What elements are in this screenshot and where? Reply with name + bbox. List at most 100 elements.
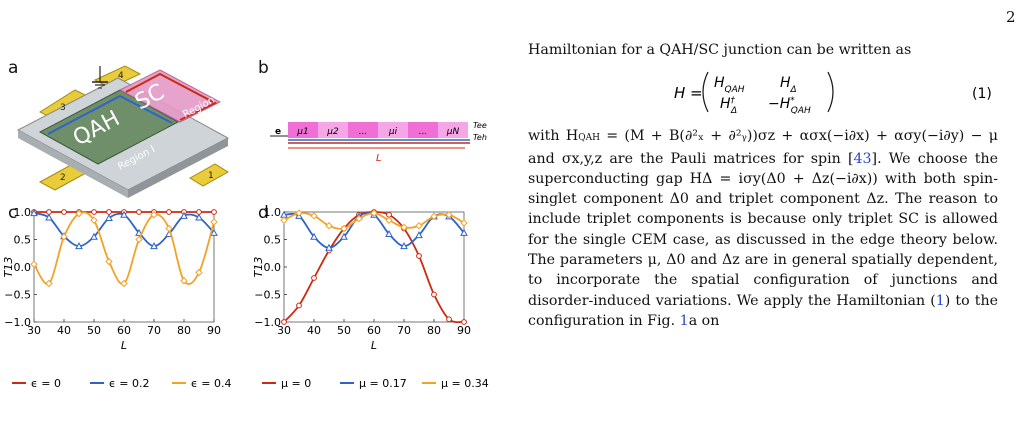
legend-label: μ = 0.17	[359, 377, 407, 390]
chain-site	[438, 122, 468, 138]
out-ee-label: Tee	[473, 121, 487, 130]
intro-line: Hamiltonian for a QAH/SC junction can be…	[528, 42, 912, 58]
data-point	[150, 242, 158, 250]
chain-site	[408, 122, 438, 138]
y-axis-label: T13	[252, 257, 265, 278]
data-point	[415, 222, 423, 230]
x-tick-label: 70	[397, 324, 411, 337]
data-point	[400, 242, 408, 250]
data-point	[385, 229, 393, 237]
data-point	[460, 228, 468, 236]
out-eh-label: Teh	[473, 133, 487, 142]
x-tick-label: 80	[177, 324, 191, 337]
data-point	[45, 213, 53, 221]
x-tick-label: 40	[57, 324, 71, 337]
data-point	[195, 213, 203, 221]
chart-c: 30 40 50 60 70 80 90 1.0 0.5 0.0 −0.5 −1.0 L T13	[2, 206, 221, 352]
y-tick-label: −1.0	[254, 316, 281, 329]
data-point	[310, 232, 318, 240]
y-tick-label: 1.0	[264, 206, 282, 219]
data-point	[91, 209, 97, 215]
chain-site-label: ...	[419, 127, 428, 137]
chain-site	[378, 122, 408, 138]
data-point	[400, 223, 408, 232]
data-point	[460, 219, 468, 227]
data-point	[280, 216, 288, 224]
equation: H = HQAH HΔ H† Δ −H* QAH (1)	[674, 72, 992, 116]
equation-block: H = HQAH HΔ H† Δ −H* QAH (1)	[528, 60, 998, 124]
chain-site	[318, 122, 348, 138]
lead-label-4: 4	[118, 71, 124, 81]
x-tick-label: 90	[457, 324, 471, 337]
data-point	[461, 319, 467, 325]
data-point	[310, 212, 318, 220]
data-point	[296, 302, 302, 309]
legend-label: ϵ = 0.4	[191, 377, 231, 390]
svg-text:HQAH: HQAH	[714, 75, 745, 95]
svg-text:H†Δ: H† Δ	[720, 96, 737, 116]
data-point	[60, 233, 68, 241]
data-point	[210, 228, 218, 236]
data-point	[370, 209, 378, 217]
data-point	[75, 209, 83, 218]
ref-eq1[interactable]: 1	[935, 292, 945, 309]
plot-frame	[33, 211, 215, 323]
chain-site-label: μ1	[296, 127, 308, 137]
data-point	[210, 218, 218, 226]
legend-d: μ = 0 μ = 0.17 μ = 0.34	[262, 377, 489, 390]
x-tick-label: 50	[87, 324, 101, 337]
x-tick-label: 30	[277, 324, 291, 337]
x-axis-label: L	[371, 339, 377, 352]
data-point	[295, 209, 303, 217]
x-tick-label: 90	[207, 324, 221, 337]
x-tick-label: 50	[337, 324, 351, 337]
panel-label-a: a	[8, 58, 19, 78]
legend-label: μ = 0.34	[441, 377, 489, 390]
lead-label-1: 1	[208, 171, 214, 181]
body-text: Hamiltonian for a QAH/SC junction can be…	[528, 40, 998, 331]
panel-label-b: b	[258, 58, 269, 78]
data-point	[386, 211, 392, 218]
chain-schematic: μ1 μ2... μi... μN e Tee Teh L	[270, 121, 487, 164]
page-number: 2	[1006, 8, 1016, 26]
chain-site	[288, 122, 318, 138]
x-tick-label: 40	[307, 324, 321, 337]
panel-label-d: d	[258, 203, 269, 223]
legend-label: ϵ = 0	[31, 377, 61, 390]
series-line	[283, 211, 465, 324]
data-point	[340, 232, 348, 240]
ref-43[interactable]: 43	[853, 150, 872, 167]
legend-label: ϵ = 0.2	[109, 377, 149, 390]
y-tick-label: 1.0	[14, 206, 32, 219]
data-point	[120, 210, 128, 218]
data-point	[445, 211, 453, 219]
data-point	[165, 224, 173, 233]
data-point	[325, 222, 333, 230]
lead-label-2: 2	[60, 173, 66, 183]
chain-site	[348, 122, 378, 138]
data-point	[120, 279, 128, 288]
data-point	[166, 209, 172, 215]
plot-frame	[283, 211, 465, 323]
x-axis-label: L	[121, 339, 127, 352]
data-point	[105, 257, 113, 266]
paragraph: with HQAH = (M + B(∂²ₓ + ∂²ᵧ))σz + ασx(−…	[528, 128, 999, 329]
ref-fig1[interactable]: 1	[679, 312, 689, 329]
panel-label-c: c	[8, 203, 18, 223]
data-point	[30, 260, 38, 268]
data-point	[150, 211, 158, 219]
data-point	[385, 216, 393, 224]
y-tick-label: −0.5	[254, 289, 281, 302]
svg-text:−H*QAH: −H* QAH	[768, 96, 811, 116]
x-tick-label: 60	[117, 324, 131, 337]
x-tick-label: 70	[147, 324, 161, 337]
data-point	[45, 279, 53, 288]
data-point	[311, 275, 317, 281]
data-point	[430, 212, 438, 221]
lead-label-3: 3	[60, 103, 66, 113]
svg-text:HΔ: HΔ	[780, 75, 797, 95]
y-tick-label: 0.0	[14, 261, 32, 274]
chain-site-label: μ2	[326, 127, 339, 137]
edge-channel-red	[125, 72, 218, 121]
y-tick-label: 0.5	[264, 234, 282, 247]
